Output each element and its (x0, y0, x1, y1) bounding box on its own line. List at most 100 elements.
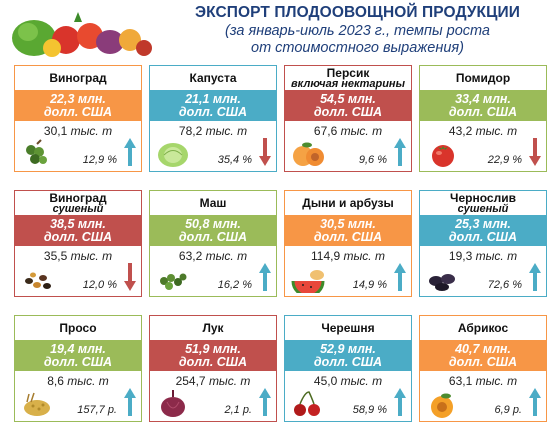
export-value-band: 22,3 млн. долл. США (15, 90, 141, 121)
product-name: Черешня (285, 316, 411, 340)
subtitle-line-2: от стоимостного выражения) (251, 40, 464, 56)
export-volume-unit: тыс. т (205, 124, 248, 138)
product-name: Маш (150, 191, 276, 215)
growth-rate: 157,7 р. (77, 404, 117, 416)
product-name-main: Лук (202, 321, 224, 335)
export-value-band: 54,5 млн. долл. США (285, 90, 411, 121)
growth-rate: 9,6 % (358, 154, 387, 166)
grapes-icon (26, 139, 47, 164)
export-value-band: 38,5 млн. долл. США (15, 215, 141, 246)
export-value-unit: долл. США (313, 104, 383, 119)
export-value-band: 25,3 млн. долл. США (420, 215, 546, 246)
export-volume: 45,0 тыс. т (285, 374, 411, 388)
export-volume-value: 67,6 (313, 124, 338, 138)
export-volume-value: 45,0 (313, 374, 338, 388)
arrow-up-icon (529, 263, 541, 291)
export-volume-value: 78,2 (178, 124, 203, 138)
arrow-up-icon (394, 138, 406, 166)
product-card: Виноград сушеный 38,5 млн. долл. США 35,… (14, 190, 142, 297)
export-value-band: 21,1 млн. долл. США (150, 90, 276, 121)
growth-rate: 58,9 % (352, 404, 387, 416)
export-volume-value: 8,6 (47, 374, 64, 388)
export-value: 25,3 млн. (455, 216, 511, 231)
export-volume-unit: тыс. т (340, 374, 383, 388)
product-card: Лук 51,9 млн. долл. США 254,7 тыс. т 2,1… (149, 315, 277, 422)
export-volume: 8,6 тыс. т (15, 374, 141, 388)
export-volume: 114,9 тыс. т (285, 249, 411, 263)
growth-rate: 6,9 р. (494, 404, 522, 416)
arrow-up-icon (394, 263, 406, 291)
product-name-main: Просо (59, 321, 97, 335)
export-value: 19,4 млн. (50, 341, 106, 356)
arrow-down-icon (529, 138, 541, 166)
product-name-sub: сушеный (457, 202, 509, 215)
export-volume-unit: тыс. т (70, 249, 113, 263)
export-volume: 78,2 тыс. т (150, 124, 276, 138)
export-volume: 63,2 тыс. т (150, 249, 276, 263)
growth-rate: 12,9 % (82, 154, 117, 166)
growth-rate: 22,9 % (487, 154, 522, 166)
export-volume-value: 63,1 (448, 374, 473, 388)
product-name: Капуста (150, 66, 276, 90)
export-volume-unit: тыс. т (475, 374, 518, 388)
export-volume-value: 63,2 (178, 249, 203, 263)
product-name-main: Чернослив (450, 190, 516, 205)
product-card: Капуста 21,1 млн. долл. США 78,2 тыс. т … (149, 65, 277, 172)
export-value: 51,9 млн. (185, 341, 241, 356)
vegetables-illustration (12, 12, 152, 57)
export-value: 40,7 млн. (455, 341, 511, 356)
subtitle-line-1: (за январь-июль 2023 г., темпы роста (224, 23, 490, 39)
product-name-sub: сушеный (52, 202, 104, 215)
export-value-unit: долл. США (448, 104, 518, 119)
export-value-unit: долл. США (43, 229, 113, 244)
export-volume-value: 35,5 (43, 249, 68, 263)
arrow-down-icon (124, 263, 136, 291)
export-volume-unit: тыс. т (70, 124, 113, 138)
growth-rate: 14,9 % (352, 279, 387, 291)
product-name-main: Маш (199, 196, 227, 210)
export-value-band: 51,9 млн. долл. США (150, 340, 276, 371)
product-name: Помидор (420, 66, 546, 90)
export-volume: 35,5 тыс. т (15, 249, 141, 263)
export-volume: 63,1 тыс. т (420, 374, 546, 388)
export-value-unit: долл. США (313, 354, 383, 369)
export-value-unit: долл. США (178, 229, 248, 244)
cherry-icon (294, 391, 320, 416)
growth-rate: 72,6 % (487, 279, 522, 291)
product-name-main: Виноград (49, 71, 107, 85)
export-volume-unit: тыс. т (205, 249, 248, 263)
export-value-unit: долл. США (43, 104, 113, 119)
export-volume: 19,3 тыс. т (420, 249, 546, 263)
export-volume-value: 43,2 (448, 124, 473, 138)
product-name-main: Дыни и арбузы (302, 196, 394, 210)
export-volume: 30,1 тыс. т (15, 124, 141, 138)
export-volume-value: 254,7 (175, 374, 206, 388)
product-name-main: Персик (326, 65, 370, 80)
peach-icon (293, 142, 324, 166)
export-volume: 67,6 тыс. т (285, 124, 411, 138)
growth-rate: 35,4 % (217, 154, 252, 166)
growth-rate: 12,0 % (82, 279, 117, 291)
millet-icon (24, 392, 50, 416)
export-volume-unit: тыс. т (208, 374, 251, 388)
tomato-icon (432, 145, 454, 167)
product-name-main: Черешня (321, 321, 375, 335)
product-name: Лук (150, 316, 276, 340)
export-volume: 254,7 тыс. т (150, 374, 276, 388)
arrow-up-icon (259, 263, 271, 291)
export-value: 52,9 млн. (320, 341, 376, 356)
product-card: Виноград 22,3 млн. долл. США 30,1 тыс. т… (14, 65, 142, 172)
export-value-unit: долл. США (43, 354, 113, 369)
product-card: Помидор 33,4 млн. долл. США 43,2 тыс. т … (419, 65, 547, 172)
mung-bean-icon (160, 273, 187, 290)
product-card: Черешня 52,9 млн. долл. США 45,0 тыс. т … (284, 315, 412, 422)
page-title: ЭКСПОРТ ПЛОДООВОЩНОЙ ПРОДУКЦИИ (194, 4, 521, 21)
export-volume-value: 114,9 (311, 249, 341, 263)
export-volume-unit: тыс. т (475, 124, 518, 138)
product-name-main: Абрикос (457, 321, 509, 335)
export-value: 54,5 млн. (320, 91, 376, 106)
onion-icon (161, 390, 185, 417)
export-value: 33,4 млн. (455, 91, 511, 106)
export-value-band: 33,4 млн. долл. США (420, 90, 546, 121)
export-value-unit: долл. США (448, 229, 518, 244)
